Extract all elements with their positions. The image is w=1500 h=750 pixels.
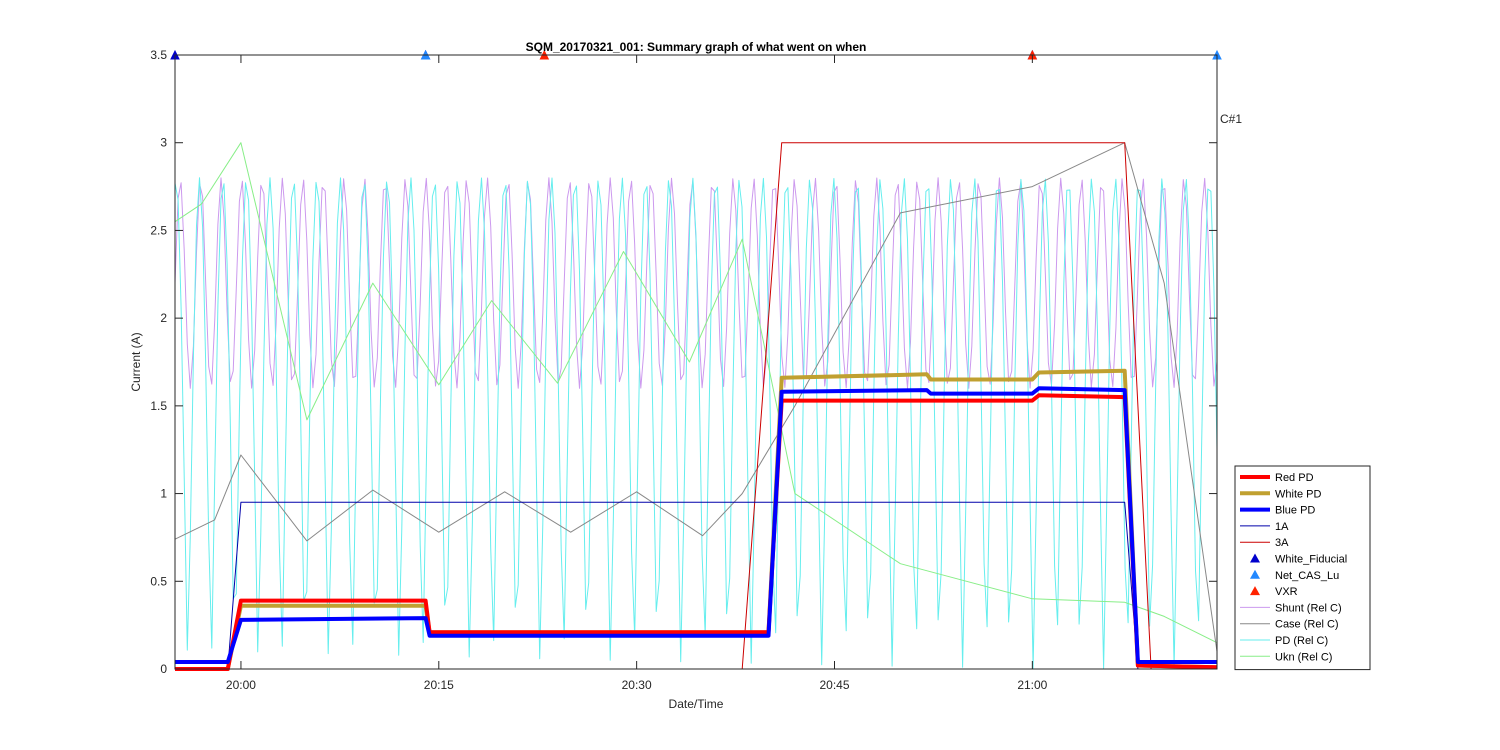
plot-frame	[174, 54, 1218, 670]
y-tick-label: 3	[160, 136, 167, 150]
x-axis-label: Date/Time	[669, 697, 724, 711]
x-tick-label: 20:15	[424, 678, 454, 692]
legend: Red PD White PD Blue PD 1A 3A White_Fiducial N…	[1234, 465, 1371, 671]
legend-label: VXR	[1275, 586, 1298, 598]
legend-label: White_Fiducial	[1275, 554, 1347, 566]
legend-label: Shunt (Rel C)	[1275, 602, 1342, 614]
series-line-case-rel-c-	[174, 142, 1218, 652]
legend-label: Red PD	[1275, 472, 1314, 484]
y-tick-label: 1	[160, 487, 167, 501]
y-tick-label: 3.5	[150, 48, 167, 62]
x-axis: 20:00 20:15 20:30 20:45 21:00	[226, 55, 1048, 692]
legend-label: 3A	[1275, 537, 1289, 549]
legend-marker-swatch	[1250, 586, 1260, 596]
y-tick-label: 0.5	[150, 574, 167, 588]
series-line-white-pd	[175, 368, 1218, 671]
legend-label: White PD	[1275, 488, 1322, 500]
y-axis: 0 0.5 1 1.5 2 2.5 3 3.5	[150, 48, 1217, 676]
x-tick-label: 20:30	[622, 678, 652, 692]
legend-marker-swatch	[1250, 553, 1260, 563]
y-tick-label: 1.5	[150, 399, 167, 413]
series-line-pd-rel-c-	[174, 177, 1218, 670]
legend-label: Ukn (Rel C)	[1275, 651, 1332, 663]
y-tick-label: 2	[160, 311, 167, 325]
x-tick-label: 20:45	[819, 678, 849, 692]
series-layer	[174, 142, 1218, 671]
y-axis-label: Current (A)	[129, 332, 143, 391]
x-tick-label: 21:00	[1017, 678, 1047, 692]
series-line-blue-pd	[175, 386, 1217, 664]
legend-label: Blue PD	[1275, 505, 1315, 517]
series-line-ukn-rel-c-	[174, 142, 1218, 644]
chart-title: SQM_20170321_001: Summary graph of what …	[526, 40, 867, 54]
y-tick-label: 0	[160, 662, 167, 676]
plot-area	[175, 55, 1217, 669]
legend-label: Net_CAS_Lu	[1275, 570, 1339, 582]
corner-label: C#1	[1220, 112, 1242, 126]
legend-marker-swatch	[1250, 569, 1260, 579]
legend-label: 1A	[1275, 521, 1289, 533]
legend-label: Case (Rel C)	[1275, 619, 1339, 631]
y-tick-label: 2.5	[150, 223, 167, 237]
legend-label: PD (Rel C)	[1275, 635, 1328, 647]
legend-box	[1234, 465, 1371, 671]
x-tick-label: 20:00	[226, 678, 256, 692]
